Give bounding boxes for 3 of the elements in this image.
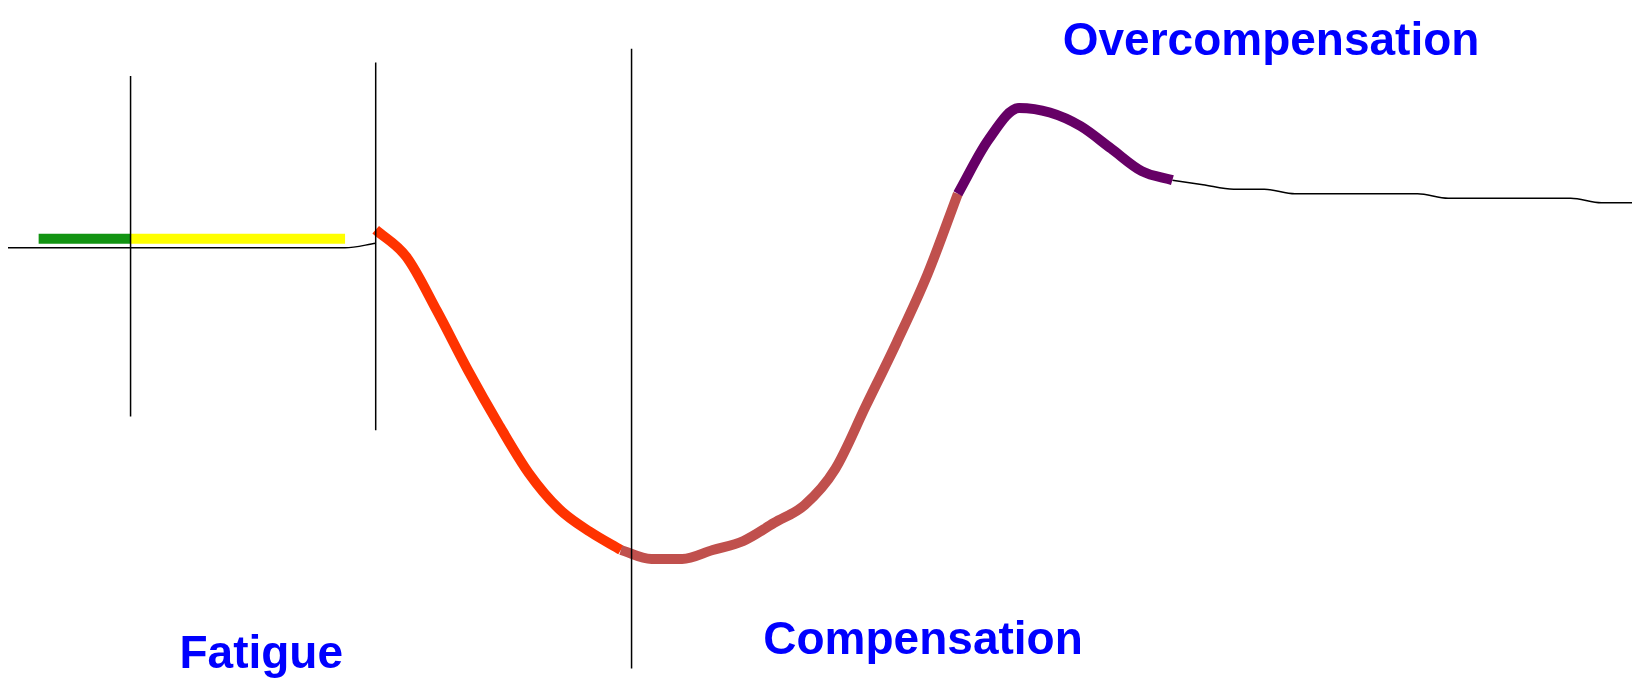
text: Fatigue — [179, 625, 344, 678]
text: Compensation — [763, 612, 1083, 665]
text: Overcompensation — [1062, 12, 1480, 65]
